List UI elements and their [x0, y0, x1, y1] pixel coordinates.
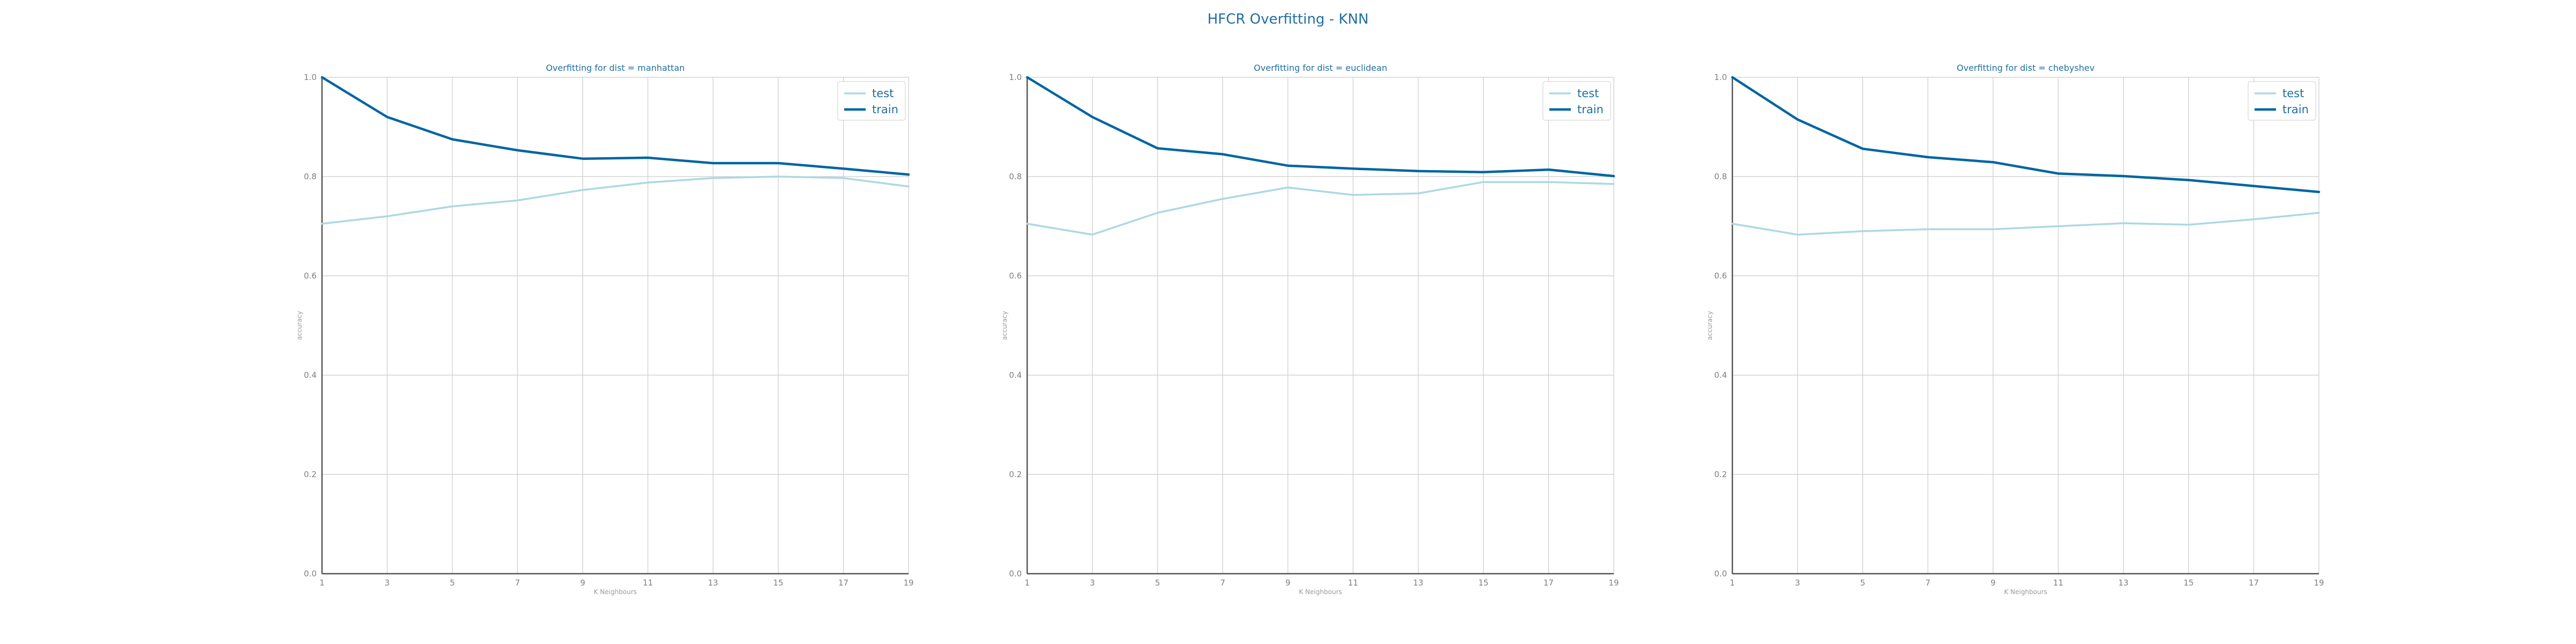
- x-tick-label: 19: [1608, 578, 1619, 588]
- subplot-2: 1 3 5 7 9 11 13 15 17 190.00.20.40.60.81.0Overfit…: [1001, 63, 1619, 596]
- y-axis-label: accuracy: [296, 311, 303, 340]
- series-line-train: [1026, 76, 1615, 178]
- y-tick-label: 0.8: [1714, 172, 1727, 181]
- x-tick-label: 13: [1413, 578, 1423, 588]
- y-tick-label: 1.0: [304, 72, 317, 82]
- legend: test train: [1542, 81, 1611, 121]
- x-tick-label: 17: [1543, 578, 1554, 588]
- x-tick-label: 19: [903, 578, 913, 588]
- x-tick-label: 11: [1348, 578, 1358, 588]
- x-tick-label: 15: [1479, 578, 1489, 588]
- y-tick-label: 1.0: [1009, 72, 1022, 82]
- series-line-test: [321, 175, 910, 225]
- y-axis-label: accuracy: [1001, 311, 1008, 340]
- y-tick-label: 0.0: [304, 569, 317, 579]
- legend-label-test: test: [872, 87, 894, 100]
- subplot-title: Overfitting for dist = euclidean: [1254, 63, 1387, 73]
- x-tick-label: 5: [1860, 578, 1865, 588]
- y-tick-label: 0.4: [304, 370, 317, 380]
- x-tick-label: 5: [1155, 578, 1160, 588]
- x-tick-label: 13: [2118, 578, 2128, 588]
- x-tick-label: 15: [2184, 578, 2194, 588]
- y-tick-label: 0.2: [1714, 470, 1727, 479]
- x-tick-label: 9: [1285, 578, 1291, 588]
- plot-frame: [321, 77, 909, 574]
- legend-label-train: train: [2282, 103, 2309, 116]
- x-tick-label: 17: [2249, 578, 2259, 588]
- x-tick-label: 17: [838, 578, 848, 588]
- subplot-title: Overfitting for dist = chebyshev: [1957, 63, 2095, 73]
- series-line-train: [320, 76, 910, 176]
- x-axis-label: K Neighbours: [594, 588, 636, 596]
- x-tick-label: 9: [580, 578, 586, 588]
- y-tick-label: 0.0: [1009, 569, 1022, 579]
- x-tick-label: 3: [385, 578, 390, 588]
- x-tick-label: 7: [1220, 578, 1226, 588]
- x-tick-label: 9: [1990, 578, 1996, 588]
- series-line-test: [1731, 211, 2320, 236]
- y-tick-label: 0.2: [1009, 470, 1022, 479]
- y-tick-label: 1.0: [1714, 72, 1727, 82]
- y-tick-label: 0.0: [1714, 569, 1727, 579]
- x-tick-label: 1: [319, 578, 325, 588]
- y-tick-label: 0.6: [304, 271, 317, 281]
- x-tick-label: 15: [773, 578, 784, 588]
- y-tick-label: 0.6: [1714, 271, 1727, 281]
- legend-label-test: test: [1577, 87, 1599, 100]
- x-tick-label: 19: [2314, 578, 2324, 588]
- x-tick-label: 13: [708, 578, 718, 588]
- x-tick-label: 5: [450, 578, 455, 588]
- plot-frame: [1027, 77, 1614, 574]
- legend-label-train: train: [872, 103, 898, 116]
- figure-title: HFCR Overfitting - KNN: [1208, 11, 1368, 27]
- y-axis-label: accuracy: [1706, 311, 1714, 340]
- x-tick-label: 3: [1795, 578, 1801, 588]
- legend: test train: [2248, 81, 2316, 121]
- legend: test train: [837, 81, 906, 121]
- subplot-3: 1 3 5 7 9 11 13 15 17 190.00.20.40.60.81.0Overfit…: [1706, 63, 2324, 596]
- x-tick-label: 7: [1926, 578, 1931, 588]
- x-axis-label: K Neighbours: [2004, 588, 2047, 596]
- x-tick-label: 11: [643, 578, 653, 588]
- x-tick-label: 1: [1730, 578, 1735, 588]
- y-tick-label: 0.6: [1009, 271, 1022, 281]
- series-line-train: [1731, 76, 2321, 193]
- subplot-1: 1 3 5 7 9 11 13 15 17 190.00.20.40.60.81.0Overfit…: [296, 63, 914, 596]
- subplot-title: Overfitting for dist = manhattan: [546, 63, 685, 73]
- y-tick-label: 0.8: [304, 172, 317, 181]
- x-axis-label: K Neighbours: [1299, 588, 1342, 596]
- x-tick-label: 1: [1024, 578, 1030, 588]
- y-tick-label: 0.8: [1009, 172, 1022, 181]
- x-tick-label: 11: [2053, 578, 2063, 588]
- x-tick-label: 7: [515, 578, 521, 588]
- y-tick-label: 0.4: [1714, 370, 1727, 380]
- y-tick-label: 0.2: [304, 470, 317, 479]
- legend-label-train: train: [1577, 103, 1604, 116]
- legend-label-test: test: [2282, 87, 2304, 100]
- x-tick-label: 3: [1090, 578, 1095, 588]
- plot-frame: [1732, 77, 2319, 574]
- series-line-test: [1026, 181, 1615, 236]
- y-tick-label: 0.4: [1009, 370, 1022, 380]
